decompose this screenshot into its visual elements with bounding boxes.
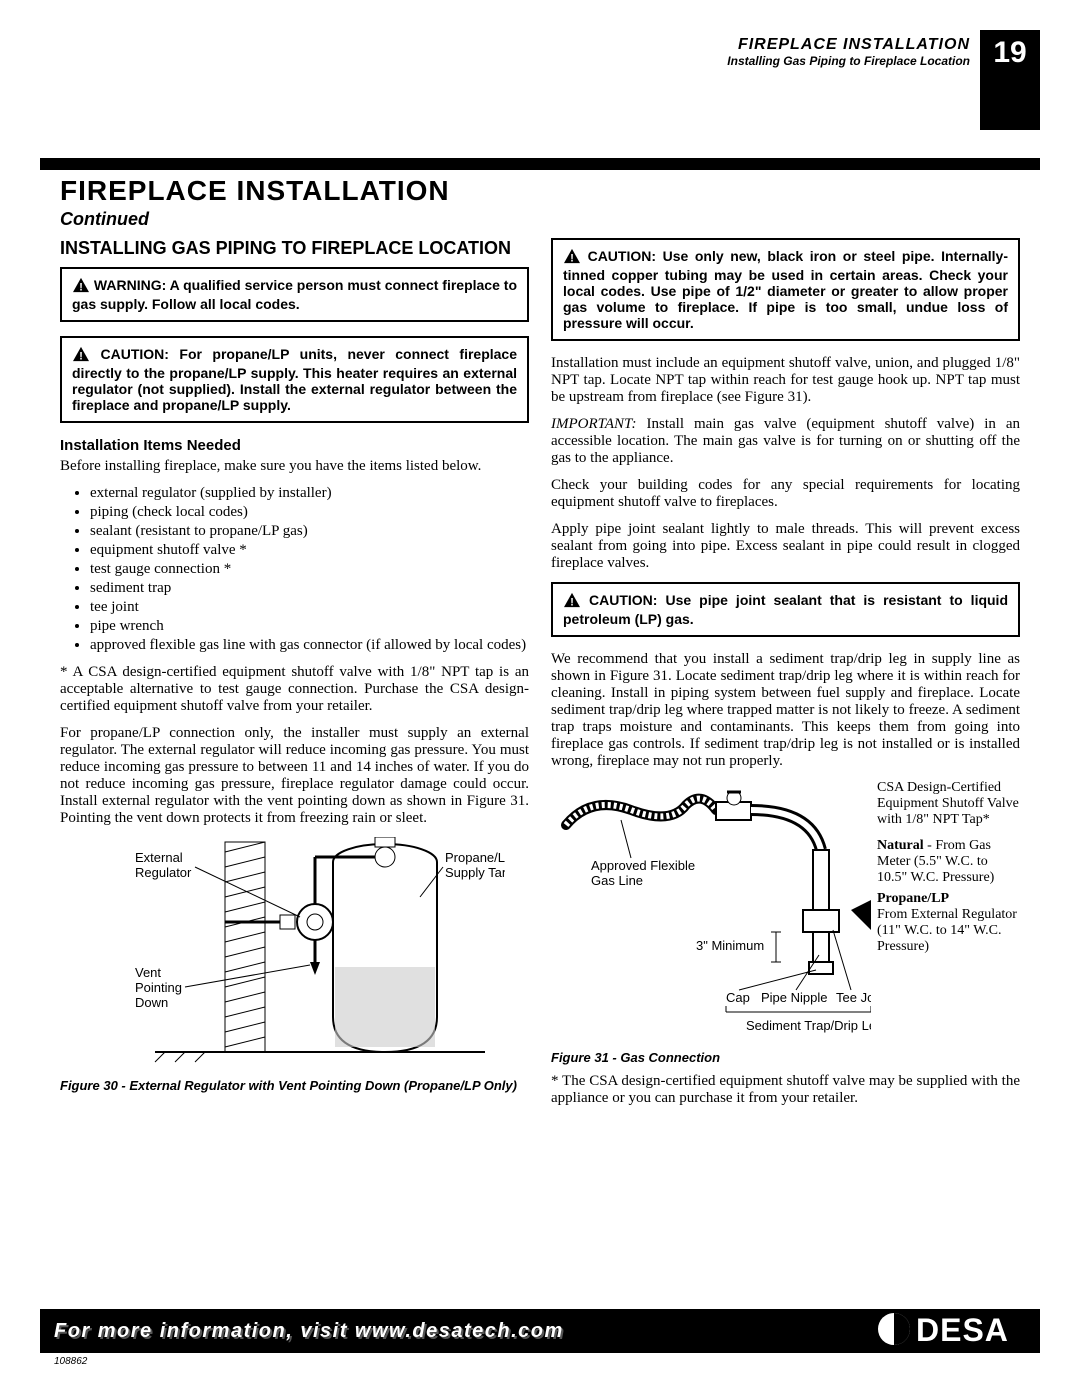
warning-box-1: ! WARNING: A qualified service person mu… bbox=[60, 267, 529, 322]
svg-text:Down: Down bbox=[135, 995, 168, 1010]
list-item: piping (check local codes) bbox=[90, 504, 529, 521]
svg-text:Pipe Nipple: Pipe Nipple bbox=[761, 990, 828, 1005]
page-header: FIREPLACE INSTALLATION Installing Gas Pi… bbox=[727, 30, 1040, 130]
caution-text-1: CAUTION: For propane/LP units, never con… bbox=[72, 346, 517, 413]
paragraph: Check your building codes for any specia… bbox=[551, 477, 1020, 511]
caution-text-2: CAUTION: Use only new, black iron or ste… bbox=[563, 248, 1008, 331]
svg-text:Sediment Trap/Drip Leg: Sediment Trap/Drip Leg bbox=[746, 1018, 871, 1033]
paragraph: We recommend that you install a sediment… bbox=[551, 651, 1020, 770]
svg-text:!: ! bbox=[570, 596, 574, 608]
caution-text-3: CAUTION: Use pipe joint sealant that is … bbox=[563, 592, 1008, 627]
fig31-natural: Natural - From Gas Meter (5.5" W.C. to 1… bbox=[877, 838, 1020, 886]
paragraph: Apply pipe joint sealant lightly to male… bbox=[551, 521, 1020, 572]
fig31-propane: Propane/LP From External Regulator (11" … bbox=[877, 891, 1020, 955]
right-column: ! CAUTION: Use only new, black iron or s… bbox=[551, 238, 1020, 1117]
figure-30-caption: Figure 30 - External Regulator with Vent… bbox=[60, 1078, 529, 1093]
page-footer: For more information, visit www.desatech… bbox=[40, 1309, 1040, 1367]
svg-text:!: ! bbox=[79, 350, 83, 362]
divider-bar bbox=[40, 158, 1040, 170]
footer-text: For more information, visit www.desatech… bbox=[54, 1320, 564, 1343]
continued-label: Continued bbox=[60, 209, 1020, 230]
paragraph-important: IMPORTANT: Install main gas valve (equip… bbox=[551, 416, 1020, 467]
list-item: sediment trap bbox=[90, 580, 529, 597]
warning-icon: ! bbox=[72, 277, 90, 296]
paragraph: Installation must include an equipment s… bbox=[551, 355, 1020, 406]
svg-text:3" Minimum: 3" Minimum bbox=[696, 938, 764, 953]
list-item: external regulator (supplied by installe… bbox=[90, 485, 529, 502]
figure-31-caption: Figure 31 - Gas Connection bbox=[551, 1050, 720, 1065]
caution-box-1: ! CAUTION: For propane/LP units, never c… bbox=[60, 336, 529, 423]
figure-31: Approved Flexible Gas Line 3" Minimum Ca… bbox=[551, 780, 1020, 1067]
fig31-csa-label: CSA Design-Certified Equipment Shutoff V… bbox=[877, 780, 1020, 828]
warning-icon: ! bbox=[72, 346, 90, 365]
svg-text:!: ! bbox=[570, 252, 574, 264]
header-title: FIREPLACE INSTALLATION bbox=[727, 36, 970, 54]
svg-text:Regulator: Regulator bbox=[135, 865, 192, 880]
list-item: equipment shutoff valve * bbox=[90, 542, 529, 559]
figure-30: External Regulator Vent Pointing Down Pr… bbox=[60, 837, 529, 1093]
svg-text:Propane/LP: Propane/LP bbox=[445, 850, 505, 865]
section-heading: INSTALLING GAS PIPING TO FIREPLACE LOCAT… bbox=[60, 238, 529, 259]
items-intro: Before installing fireplace, make sure y… bbox=[60, 458, 529, 475]
svg-text:Cap: Cap bbox=[726, 990, 750, 1005]
caution-box-3: ! CAUTION: Use pipe joint sealant that i… bbox=[551, 582, 1020, 637]
svg-text:Pointing: Pointing bbox=[135, 980, 182, 995]
warning-text-1: WARNING: A qualified service person must… bbox=[72, 277, 517, 312]
svg-text:Approved Flexible: Approved Flexible bbox=[591, 858, 695, 873]
svg-text:Supply Tank: Supply Tank bbox=[445, 865, 505, 880]
items-heading: Installation Items Needed bbox=[60, 437, 529, 454]
svg-text:!: ! bbox=[79, 281, 83, 293]
svg-text:External: External bbox=[135, 850, 183, 865]
desa-logo: DESA bbox=[876, 1311, 1026, 1352]
paragraph-propane: For propane/LP connection only, the inst… bbox=[60, 725, 529, 827]
svg-text:DESA: DESA bbox=[916, 1312, 1009, 1347]
page-number: 19 bbox=[980, 30, 1040, 130]
caution-box-2: ! CAUTION: Use only new, black iron or s… bbox=[551, 238, 1020, 341]
warning-icon: ! bbox=[563, 592, 581, 611]
svg-text:Gas Line: Gas Line bbox=[591, 873, 643, 888]
paragraph-footnote: * The CSA design-certified equipment shu… bbox=[551, 1073, 1020, 1107]
list-item: approved flexible gas line with gas conn… bbox=[90, 637, 529, 654]
doc-id: 108862 bbox=[54, 1356, 1040, 1367]
left-column: INSTALLING GAS PIPING TO FIREPLACE LOCAT… bbox=[60, 238, 529, 1117]
paragraph-csa: * A CSA design-certified equipment shuto… bbox=[60, 664, 529, 715]
list-item: sealant (resistant to propane/LP gas) bbox=[90, 523, 529, 540]
list-item: test gauge connection * bbox=[90, 561, 529, 578]
main-title: FIREPLACE INSTALLATION bbox=[60, 175, 1020, 207]
svg-text:Tee Joint: Tee Joint bbox=[836, 990, 871, 1005]
items-list: external regulator (supplied by installe… bbox=[60, 485, 529, 654]
list-item: pipe wrench bbox=[90, 618, 529, 635]
header-subtitle: Installing Gas Piping to Fireplace Locat… bbox=[727, 54, 970, 68]
important-label: IMPORTANT: bbox=[551, 416, 637, 432]
list-item: tee joint bbox=[90, 599, 529, 616]
svg-text:Vent: Vent bbox=[135, 965, 161, 980]
warning-icon: ! bbox=[563, 248, 581, 267]
figure-31-side-labels: CSA Design-Certified Equipment Shutoff V… bbox=[877, 780, 1020, 1050]
